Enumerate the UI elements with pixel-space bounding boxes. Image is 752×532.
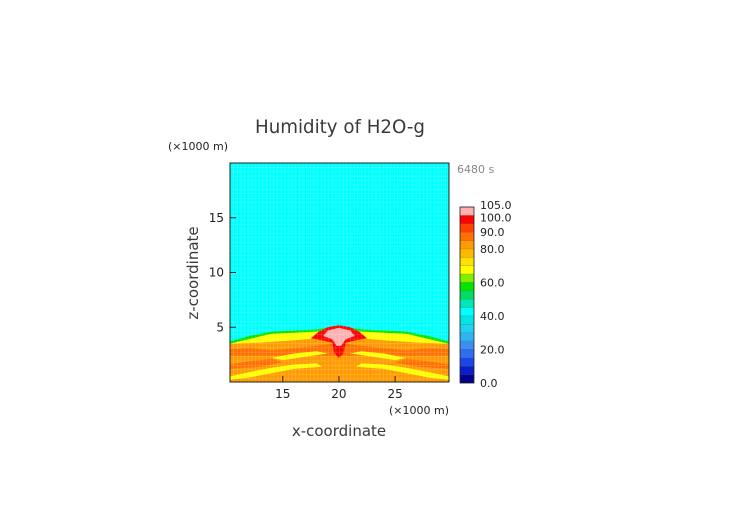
colorbar-swatch bbox=[460, 215, 474, 224]
colorbar-swatch bbox=[460, 341, 474, 350]
colorbar-label: 100.0 bbox=[480, 211, 512, 224]
x-axis: 15 20 25 bbox=[275, 376, 403, 401]
model-grid-lines bbox=[230, 163, 449, 382]
field-patch-dark-orange bbox=[395, 359, 449, 369]
colorbar-frame bbox=[459, 206, 475, 384]
colorbar-swatch bbox=[460, 282, 474, 291]
chart-title: Humidity of H2O-g bbox=[255, 116, 425, 138]
y-axis: 5 10 15 bbox=[209, 211, 236, 334]
colorbar-swatch bbox=[460, 366, 474, 375]
colorbar-swatch bbox=[460, 332, 474, 342]
x-tick-label: 20 bbox=[331, 387, 346, 401]
colorbar-swatch bbox=[460, 316, 474, 325]
colorbar-swatch bbox=[460, 374, 474, 383]
y-axis-label: z-coordinate bbox=[184, 226, 202, 319]
colorbar-swatch bbox=[460, 299, 474, 308]
colorbar-swatch bbox=[460, 207, 474, 216]
y-tick-label: 5 bbox=[216, 320, 224, 334]
plot-area bbox=[230, 163, 449, 382]
colorbar-swatch bbox=[460, 232, 474, 241]
colorbar-swatch bbox=[460, 324, 474, 333]
y-tick-label: 15 bbox=[209, 211, 224, 225]
colorbar-swatch bbox=[460, 257, 474, 266]
y-tick-label: 10 bbox=[209, 266, 224, 280]
colorbar-swatch bbox=[460, 248, 474, 258]
colorbar-label: 90.0 bbox=[480, 226, 505, 239]
colorbar-swatch bbox=[460, 240, 474, 249]
colorbar-label: 105.0 bbox=[480, 199, 512, 212]
colorbar-label: 40.0 bbox=[480, 310, 505, 323]
field-streak-yellow bbox=[230, 363, 323, 380]
colorbar-label: 20.0 bbox=[480, 344, 505, 357]
field-streak-yellow bbox=[350, 351, 407, 361]
colorbar-label: 0.0 bbox=[480, 377, 498, 390]
field-streak-yellow bbox=[271, 351, 328, 361]
x-tick-label: 15 bbox=[275, 387, 290, 401]
colorbar-swatch bbox=[460, 357, 474, 367]
field-core-pink bbox=[323, 327, 355, 346]
humidity-field-layers bbox=[230, 325, 449, 382]
time-label: 6480 s bbox=[457, 163, 494, 176]
colorbar-swatch bbox=[460, 290, 474, 300]
field-streak-yellow bbox=[355, 363, 449, 380]
x-unit-label: (×1000 m) bbox=[389, 404, 449, 417]
y-unit-label: (×1000 m) bbox=[168, 140, 228, 153]
colorbar-swatch bbox=[460, 307, 474, 316]
colorbar-swatch bbox=[460, 265, 474, 275]
field-patch-dark-orange bbox=[230, 359, 283, 369]
colorbar-label: 60.0 bbox=[480, 276, 505, 289]
colorbar-swatch bbox=[460, 223, 474, 233]
x-axis-label: x-coordinate bbox=[292, 422, 386, 440]
colorbar-swatch bbox=[460, 349, 474, 358]
x-tick-label: 25 bbox=[387, 387, 402, 401]
colorbar-swatch bbox=[460, 274, 474, 283]
colorbar-label: 80.0 bbox=[480, 243, 505, 256]
